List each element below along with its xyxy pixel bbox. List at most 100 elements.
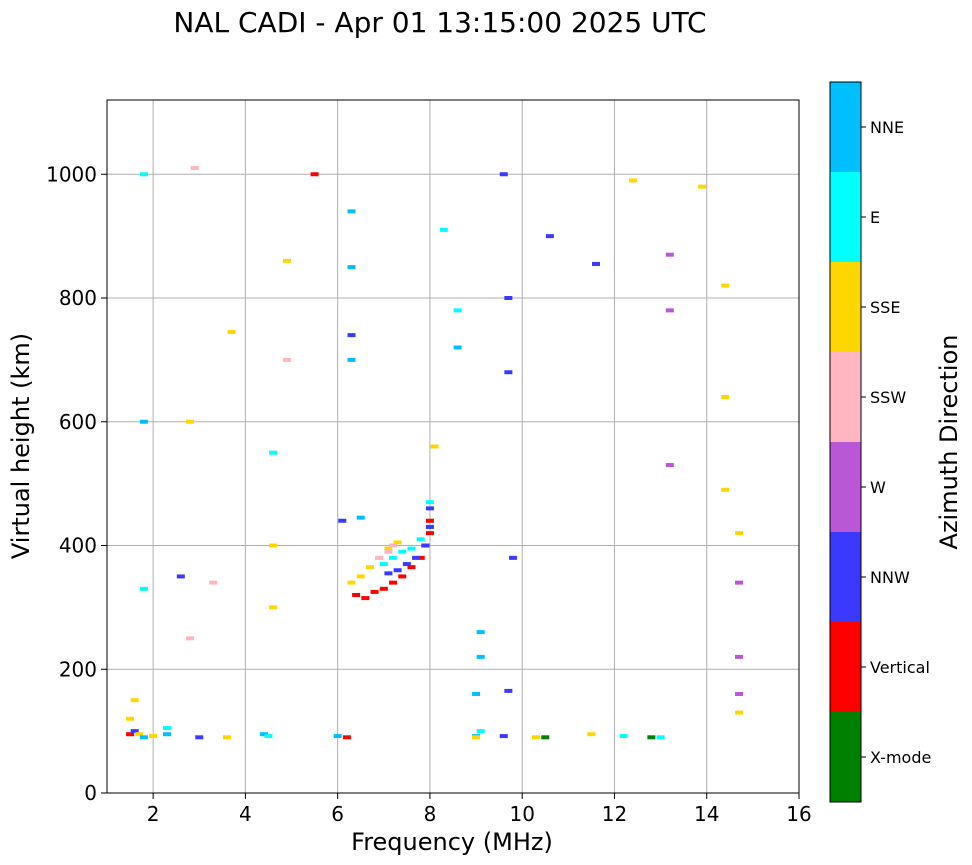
- colorbar-frame: [829, 81, 862, 803]
- echo-point: [721, 395, 730, 399]
- echo-point: [384, 546, 393, 551]
- echo-point: [347, 209, 356, 214]
- echo-point: [453, 308, 462, 313]
- colorbar-label: Azimuth Direction: [935, 335, 963, 550]
- x-tick-label: 6: [331, 802, 344, 826]
- echo-point: [735, 654, 744, 659]
- echo-point: [139, 735, 148, 740]
- echo-point: [647, 735, 656, 740]
- echo-point: [504, 688, 513, 693]
- x-tick-label: 10: [509, 802, 534, 826]
- echo-point: [130, 698, 139, 703]
- echo-point: [412, 555, 421, 560]
- echo-point: [545, 234, 554, 239]
- echo-point: [347, 333, 356, 338]
- echo-point: [735, 710, 744, 715]
- echo-point: [398, 549, 407, 554]
- x-tick-label: 12: [602, 802, 627, 826]
- echo-point: [347, 580, 356, 585]
- echo-point: [347, 357, 356, 362]
- echo-point: [384, 571, 393, 576]
- colorbar-segment: [830, 262, 861, 352]
- echo-point: [721, 487, 730, 492]
- echo-point: [425, 500, 434, 505]
- echo-point: [269, 605, 278, 610]
- x-tick-label: 16: [786, 802, 811, 826]
- echo-point: [195, 735, 204, 740]
- echo-point: [735, 580, 744, 585]
- echo-point: [472, 735, 481, 740]
- echo-point: [139, 586, 148, 591]
- echo-point: [222, 735, 231, 740]
- echo-point: [425, 518, 434, 523]
- echo-point: [135, 732, 144, 737]
- colorbar-tick-label: W: [870, 478, 886, 497]
- colorbar-tick-label: NNE: [870, 118, 904, 137]
- y-tick-label: 600: [59, 410, 97, 434]
- echo-point: [402, 562, 411, 567]
- echo-point: [499, 734, 508, 739]
- colorbar-tick-label: NNW: [870, 568, 910, 587]
- echo-point: [186, 419, 195, 424]
- colorbar-segment: [830, 622, 861, 712]
- y-tick-layer: 0 200 400 600 800 1000: [46, 162, 107, 805]
- echo-point: [259, 732, 268, 737]
- y-tick-label: 400: [59, 534, 97, 558]
- y-tick-label: 800: [59, 286, 97, 310]
- y-axis-label: Virtual height (km): [7, 333, 35, 559]
- echo-point: [379, 562, 388, 567]
- echo-point: [735, 692, 744, 696]
- colorbar-segment: [830, 712, 861, 802]
- echo-point: [352, 593, 361, 597]
- echo-point: [126, 732, 135, 737]
- echo-point: [384, 549, 393, 554]
- colorbar: X-mode Vertical NNW W SSW SSE E NNE: [829, 81, 931, 803]
- echo-point: [619, 734, 628, 739]
- echo-point: [407, 546, 416, 551]
- echo-point: [425, 506, 434, 511]
- echo-point: [356, 574, 365, 579]
- echo-point: [190, 166, 199, 171]
- colorbar-tick-label: E: [870, 208, 880, 227]
- colorbar-segment: [830, 532, 861, 622]
- echo-point: [361, 596, 370, 601]
- colorbar-tick-label: Vertical: [870, 658, 930, 677]
- echo-point: [209, 580, 218, 585]
- echo-point: [508, 555, 517, 560]
- echo-point: [628, 178, 637, 183]
- echo-point: [282, 357, 291, 362]
- echo-point: [393, 568, 402, 573]
- echo-point: [439, 227, 448, 232]
- echo-point: [264, 734, 273, 739]
- colorbar-segment: [830, 352, 861, 442]
- echo-point: [425, 524, 434, 529]
- echo-point: [453, 345, 462, 350]
- echo-point: [389, 580, 398, 585]
- echo-point: [504, 370, 513, 375]
- echo-point: [389, 543, 398, 548]
- echo-point: [476, 729, 485, 734]
- echo-point: [398, 574, 407, 579]
- echo-point: [499, 172, 508, 177]
- echo-point: [476, 654, 485, 659]
- echo-point: [130, 729, 139, 734]
- echo-layer: [126, 166, 744, 740]
- echo-point: [162, 732, 171, 737]
- y-tick-label: 200: [59, 657, 97, 681]
- x-tick-label: 2: [147, 802, 160, 826]
- echo-point: [227, 330, 236, 335]
- echo-point: [375, 555, 384, 560]
- colorbar-segment: [830, 172, 861, 262]
- echo-point: [269, 450, 278, 455]
- echo-point: [370, 589, 379, 594]
- echo-point: [139, 172, 148, 177]
- colorbar-segment: [830, 442, 861, 532]
- echo-point: [338, 518, 347, 523]
- echo-point: [407, 565, 416, 570]
- colorbar-tick-label: X-mode: [870, 748, 931, 767]
- echo-point: [656, 735, 665, 740]
- y-tick-label: 1000: [46, 162, 97, 186]
- echo-point: [541, 735, 550, 740]
- echo-point: [416, 537, 425, 542]
